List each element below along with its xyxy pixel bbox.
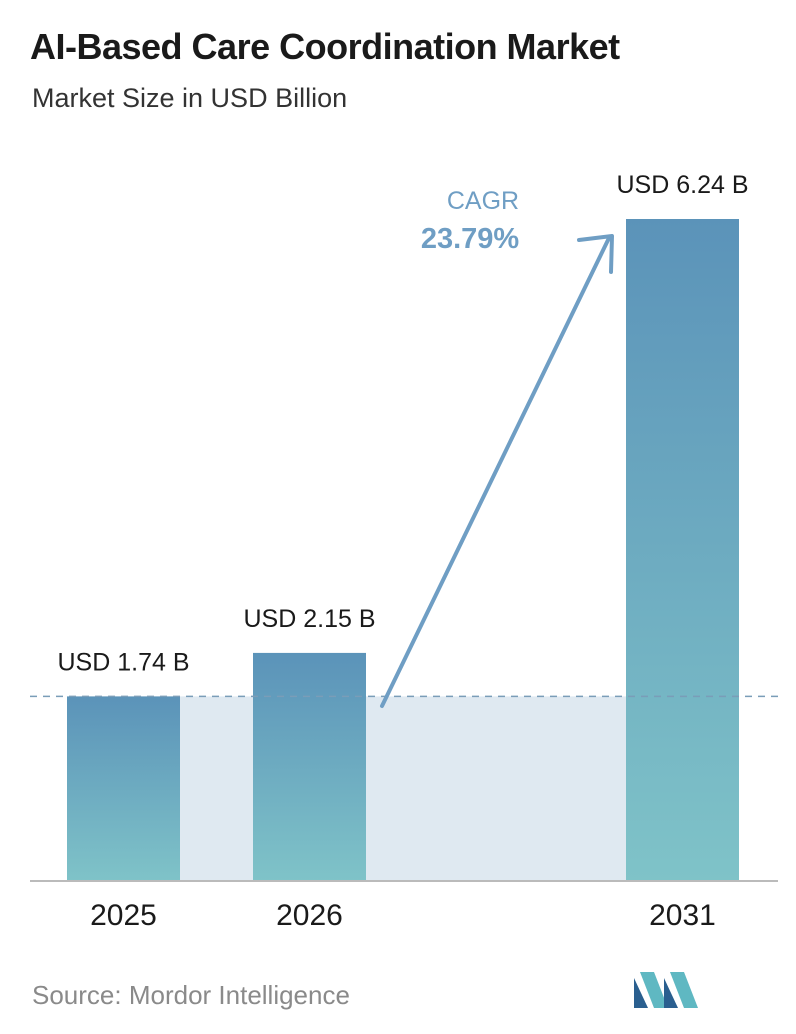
- mordor-logo-icon: [634, 972, 698, 1008]
- cagr-label: CAGR: [447, 187, 519, 215]
- data-labels: USD 1.74 B USD 2.15 B USD 6.24 B: [57, 171, 748, 676]
- chart-subtitle: Market Size in USD Billion: [32, 83, 348, 113]
- x-tick-2025: 2025: [90, 899, 157, 932]
- data-label-2026: USD 2.15 B: [243, 605, 375, 633]
- bar-2025: [67, 696, 180, 881]
- bars: [67, 219, 739, 881]
- chart-title: AI-Based Care Coordination Market: [30, 26, 620, 67]
- x-tick-2031: 2031: [649, 899, 716, 932]
- data-label-2025: USD 1.74 B: [57, 648, 189, 676]
- cagr-arrow-head: [577, 234, 614, 274]
- bar-2026: [253, 652, 366, 881]
- cagr-arrow: [380, 236, 611, 708]
- cagr-value: 23.79%: [421, 223, 520, 255]
- data-label-2031: USD 6.24 B: [616, 171, 748, 199]
- x-tick-labels: 2025 2026 2031: [90, 899, 716, 932]
- x-tick-2026: 2026: [276, 899, 343, 932]
- source-note: Source: Mordor Intelligence: [32, 980, 350, 1010]
- bar-2031: [626, 219, 739, 881]
